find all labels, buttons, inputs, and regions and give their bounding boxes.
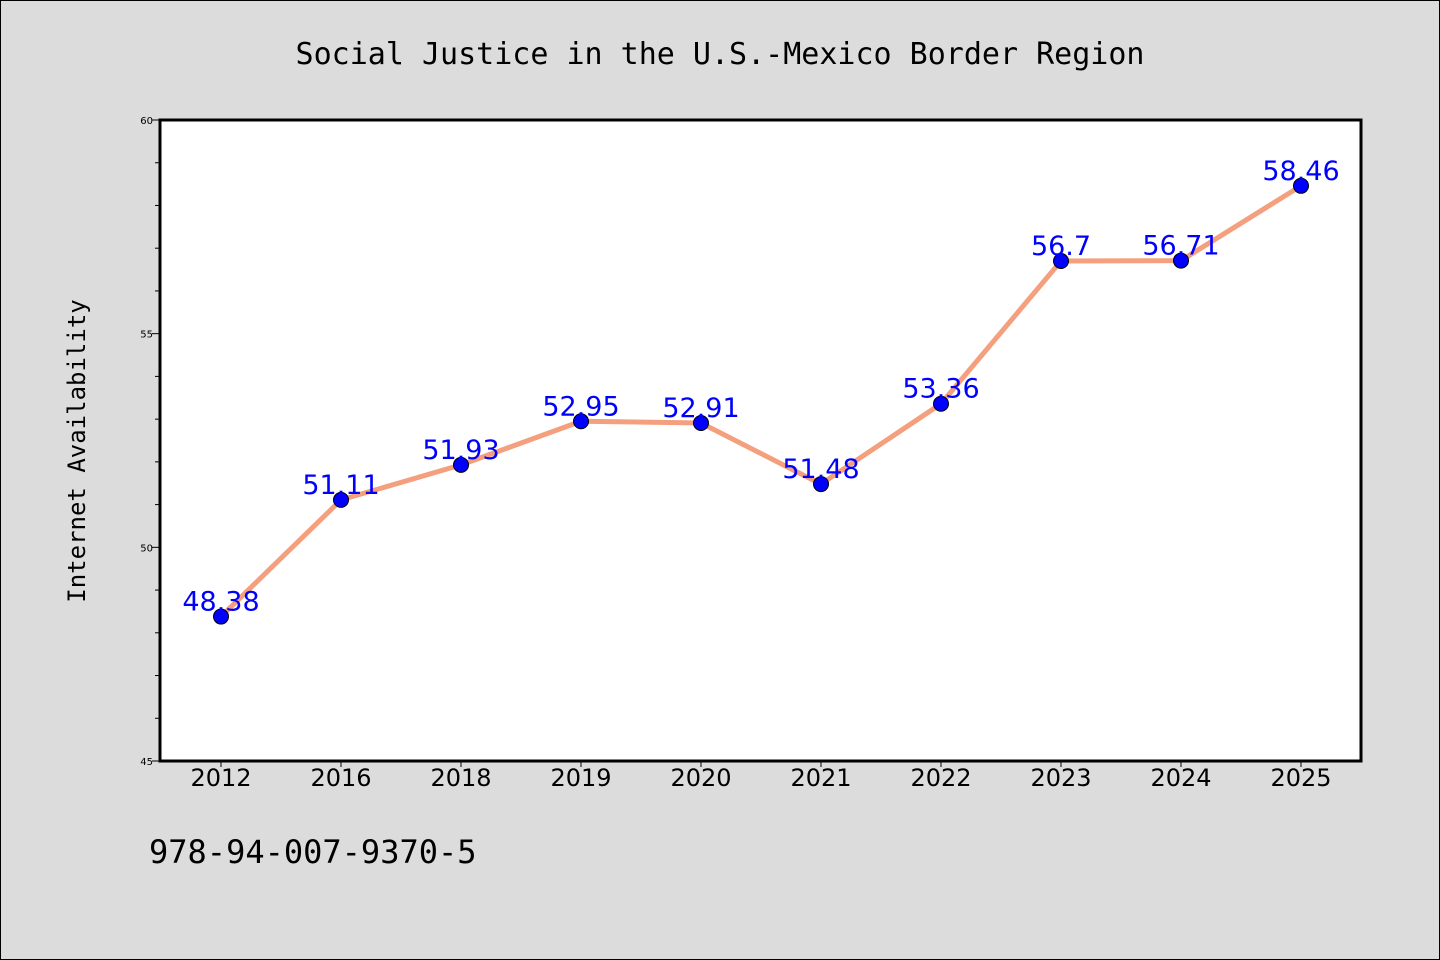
data-point xyxy=(333,491,349,508)
x-tick-label: 2021 xyxy=(790,764,851,792)
isbn-caption: 978-94-007-9370-5 xyxy=(149,833,477,871)
data-point xyxy=(213,608,229,625)
data-point xyxy=(1053,253,1069,270)
data-labels: 48.38 51.11 51.93 52.95 52.91 51.48 53.36 56.7 5… xyxy=(182,156,1339,618)
x-tick-label: 2018 xyxy=(430,764,491,792)
data-label: 56.7 xyxy=(1031,231,1091,262)
plot-frame xyxy=(158,118,1363,763)
data-point xyxy=(573,413,589,430)
x-tick-label: 2016 xyxy=(310,764,371,792)
data-label: 51.93 xyxy=(422,435,499,466)
y-axis: 45 50 55 60 xyxy=(140,116,160,768)
data-label: 58.46 xyxy=(1262,156,1339,187)
data-label: 51.11 xyxy=(302,470,379,501)
data-label: 48.38 xyxy=(182,587,259,618)
data-point xyxy=(1173,252,1189,269)
y-tick-label: 45 xyxy=(140,757,153,768)
data-point xyxy=(933,395,949,412)
data-point xyxy=(693,414,709,431)
data-label: 52.95 xyxy=(542,391,619,422)
x-tick-label: 2023 xyxy=(1030,764,1091,792)
plot-area xyxy=(160,120,1361,761)
x-axis: 2012 2016 2018 2019 2020 2021 2022 2023 2024 2025 xyxy=(190,761,1332,792)
data-label: 52.91 xyxy=(662,393,739,424)
y-tick-label: 50 xyxy=(140,543,153,554)
y-axis-label: Internet Availability xyxy=(63,299,91,602)
y-tick-label: 55 xyxy=(140,330,153,341)
x-tick-label: 2019 xyxy=(550,764,611,792)
data-label: 56.71 xyxy=(1142,231,1219,262)
x-tick-label: 2025 xyxy=(1270,764,1331,792)
series-line xyxy=(218,183,1304,620)
x-tick-label: 2020 xyxy=(670,764,731,792)
data-point xyxy=(1293,177,1309,194)
x-tick-label: 2022 xyxy=(910,764,971,792)
data-label: 51.48 xyxy=(782,454,859,485)
data-point xyxy=(813,476,829,493)
chart-title: Social Justice in the U.S.-Mexico Border… xyxy=(296,37,1145,72)
data-label: 53.36 xyxy=(902,374,979,405)
series-layer xyxy=(213,177,1309,625)
data-point xyxy=(453,456,469,473)
y-tick-label: 60 xyxy=(140,116,153,127)
x-tick-label: 2024 xyxy=(1150,764,1211,792)
x-tick-label: 2012 xyxy=(190,764,251,792)
